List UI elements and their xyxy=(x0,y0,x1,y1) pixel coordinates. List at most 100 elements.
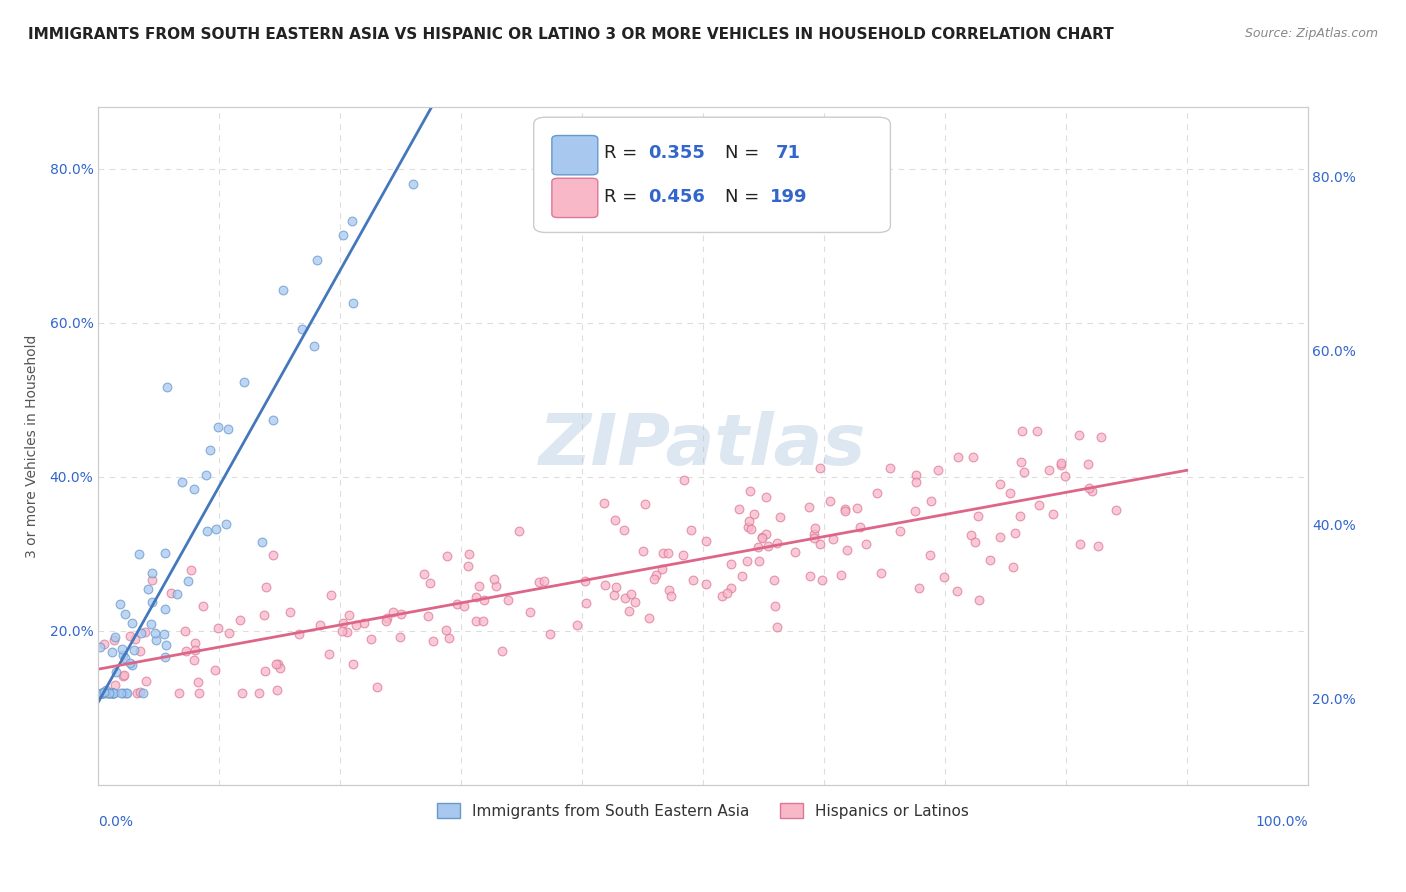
Point xyxy=(128,547,150,561)
Point xyxy=(484,572,506,586)
Point xyxy=(783,545,806,559)
Point xyxy=(613,523,636,537)
Point xyxy=(1069,536,1091,550)
Point xyxy=(174,644,197,658)
Point xyxy=(496,593,519,607)
Point xyxy=(121,616,143,631)
Point xyxy=(143,625,166,640)
Point xyxy=(434,623,457,637)
Point xyxy=(474,592,496,607)
Point xyxy=(633,497,655,511)
Point xyxy=(720,558,742,572)
Text: 71: 71 xyxy=(776,145,800,162)
Point xyxy=(141,574,163,588)
Point xyxy=(389,631,412,645)
Point xyxy=(266,683,288,698)
Point xyxy=(966,508,988,523)
Point xyxy=(278,605,301,619)
Point xyxy=(651,561,673,575)
Point xyxy=(207,622,229,636)
Point xyxy=(381,605,404,619)
Point xyxy=(1105,503,1128,517)
Point xyxy=(735,554,758,568)
Point xyxy=(233,376,256,390)
Text: 199: 199 xyxy=(769,187,807,205)
Point xyxy=(527,574,550,589)
Point xyxy=(603,588,626,602)
Point xyxy=(250,535,273,549)
Point xyxy=(100,685,122,699)
Point xyxy=(673,473,696,487)
Point xyxy=(188,685,211,699)
Point xyxy=(643,572,665,586)
Point xyxy=(207,420,229,434)
Point xyxy=(93,637,115,651)
Point xyxy=(183,482,205,496)
Point xyxy=(1010,508,1032,523)
Point xyxy=(375,611,398,625)
Point xyxy=(253,608,276,623)
Point xyxy=(1002,559,1025,574)
Point xyxy=(103,630,125,644)
FancyBboxPatch shape xyxy=(551,178,598,218)
Point xyxy=(114,651,136,665)
Point xyxy=(91,685,114,699)
Point xyxy=(416,609,439,624)
Point xyxy=(920,548,942,562)
Point xyxy=(375,614,398,628)
FancyBboxPatch shape xyxy=(534,117,890,233)
Point xyxy=(184,643,207,657)
Point xyxy=(904,504,927,518)
Point xyxy=(103,685,125,699)
Point xyxy=(1090,430,1112,444)
Point xyxy=(605,580,627,594)
Point xyxy=(835,543,858,558)
Point xyxy=(108,597,131,611)
Point xyxy=(765,536,787,550)
Point xyxy=(112,648,135,663)
Point xyxy=(366,680,388,694)
Point xyxy=(1004,525,1026,540)
Point xyxy=(830,567,852,582)
Point xyxy=(870,566,893,581)
Point xyxy=(988,530,1011,544)
Point xyxy=(979,553,1001,567)
Point xyxy=(101,685,124,699)
Point xyxy=(342,295,364,310)
Point xyxy=(112,669,135,683)
Point xyxy=(436,549,458,564)
Point xyxy=(360,632,382,646)
Point xyxy=(141,595,163,609)
Point xyxy=(134,624,156,639)
Point xyxy=(413,566,436,581)
Point xyxy=(533,574,555,588)
Point xyxy=(136,582,159,596)
Point xyxy=(747,541,769,555)
Point xyxy=(738,484,761,499)
Point xyxy=(592,496,614,510)
Point xyxy=(519,605,541,619)
Point xyxy=(620,587,643,601)
Point xyxy=(1010,455,1032,469)
Point xyxy=(765,599,787,614)
Point xyxy=(742,508,765,522)
Point xyxy=(266,657,288,671)
Point xyxy=(855,537,877,551)
Point xyxy=(766,620,789,634)
Point xyxy=(659,589,682,603)
Point xyxy=(1077,458,1099,472)
Point xyxy=(90,685,112,699)
Point xyxy=(90,685,112,699)
Point xyxy=(1012,465,1035,479)
Point xyxy=(353,615,375,630)
Point xyxy=(93,684,115,698)
Point xyxy=(124,632,146,646)
Point xyxy=(337,608,360,623)
Point xyxy=(183,653,205,667)
Point xyxy=(422,634,444,648)
Point xyxy=(803,527,825,541)
Point xyxy=(491,644,513,658)
Point xyxy=(215,517,238,532)
Point xyxy=(218,626,240,640)
Text: R =: R = xyxy=(603,187,643,205)
